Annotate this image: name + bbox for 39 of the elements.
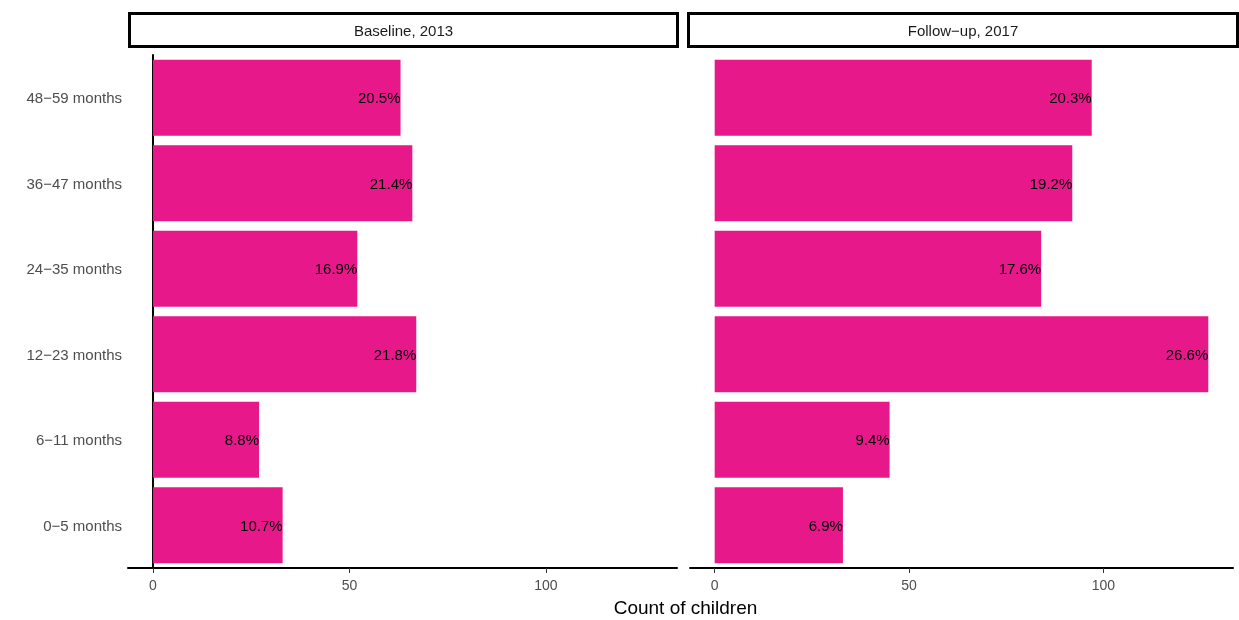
bar xyxy=(714,59,1092,136)
annotation: 26.6% xyxy=(1165,345,1209,363)
annotation: 8.8% xyxy=(224,431,260,449)
bar xyxy=(152,401,260,478)
bar xyxy=(152,230,358,307)
annotation: 21.8% xyxy=(373,345,417,363)
annotation: 6.9% xyxy=(808,516,843,534)
bar xyxy=(714,487,843,564)
bar xyxy=(714,316,1209,393)
bar xyxy=(152,487,283,564)
y-tick-label: 24−35 months xyxy=(26,260,122,278)
bar xyxy=(714,401,890,478)
bar xyxy=(714,230,1042,307)
annotation: 20.3% xyxy=(1049,89,1092,107)
annotation: 17.6% xyxy=(998,260,1042,278)
x-axis-title: Count of children xyxy=(612,597,759,619)
y-tick-label: 6−11 months xyxy=(35,431,122,449)
x-tick-label: 50 xyxy=(901,577,918,593)
annotation: 10.7% xyxy=(240,516,283,534)
chart-title: Baseline, 2013 xyxy=(128,12,679,48)
annotation: 19.2% xyxy=(1029,174,1073,192)
x-tick-label: 50 xyxy=(341,577,358,593)
bar xyxy=(152,59,401,136)
x-tick-label: 0 xyxy=(149,577,158,593)
x-tick-label: 100 xyxy=(534,577,558,593)
y-tick-label: 48−59 months xyxy=(26,89,122,107)
x-tick-label: 0 xyxy=(710,577,719,593)
y-tick-label: 36−47 months xyxy=(26,174,122,192)
y-tick-label: 0−5 months xyxy=(43,516,122,534)
y-tick-label: 12−23 months xyxy=(26,345,122,363)
annotation: 16.9% xyxy=(314,260,358,278)
bar xyxy=(152,145,413,222)
x-tick-label: 100 xyxy=(1091,577,1116,593)
bar xyxy=(714,145,1073,222)
annotation: 20.5% xyxy=(357,89,401,107)
annotation: 9.4% xyxy=(855,431,890,449)
chart-title: Follow−up, 2017 xyxy=(687,12,1239,48)
annotation: 21.4% xyxy=(369,174,413,192)
bar xyxy=(152,316,417,393)
